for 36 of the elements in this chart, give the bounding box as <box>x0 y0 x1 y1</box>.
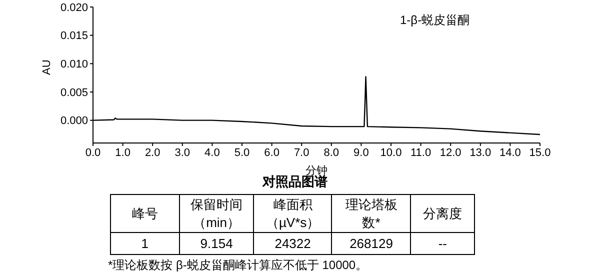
text: *理论板数按 β-蜕皮甾酮峰计算应不低于 10000。 <box>108 257 368 274</box>
text: 保留时间（min） <box>179 194 254 232</box>
x-tick-label: 8.0 <box>324 146 340 159</box>
text: 峰面积（µV*s） <box>254 194 332 232</box>
text: 峰号 <box>110 194 180 232</box>
x-tick-label: 4.0 <box>204 146 220 159</box>
text: 理论塔板数* <box>332 194 411 232</box>
y-tick-label: 0.010 <box>60 58 88 71</box>
x-tick-label: 0.0 <box>85 146 101 159</box>
x-tick-label: 6.0 <box>264 146 280 159</box>
text: 268129 <box>332 232 411 254</box>
y-tick-label: 0.015 <box>60 30 88 42</box>
x-tick-label: 11.0 <box>410 146 432 159</box>
text: 对照品图谱 <box>262 174 328 189</box>
y-axis-title: AU <box>40 60 53 75</box>
text: 9.154 <box>179 232 254 254</box>
x-tick-label: 5.0 <box>234 146 250 159</box>
text: 24322 <box>254 232 332 254</box>
x-tick-label: 15.0 <box>529 146 551 159</box>
y-tick-label: 0.005 <box>60 86 88 99</box>
x-tick-label: 9.0 <box>354 146 369 159</box>
y-tick-label: 0.000 <box>60 115 88 128</box>
annotation: 1-β-蜕皮甾酮 <box>400 12 470 29</box>
x-tick-label: 1.0 <box>115 146 130 159</box>
text: 1 <box>110 232 180 254</box>
x-tick-label: 3.0 <box>174 146 190 159</box>
x-tick-label: 2.0 <box>144 146 160 159</box>
text: -- <box>410 232 474 254</box>
x-tick-label: 14.0 <box>499 146 521 159</box>
x-tick-label: 13.0 <box>470 146 492 159</box>
x-tick-label: 10.0 <box>380 146 402 159</box>
text: 分离度 <box>410 194 474 232</box>
y-tick-label: 0.020 <box>60 2 88 14</box>
x-tick-label: 7.0 <box>294 146 310 159</box>
x-tick-label: 12.0 <box>440 146 462 159</box>
x-axis-title: 分钟 <box>306 165 328 177</box>
